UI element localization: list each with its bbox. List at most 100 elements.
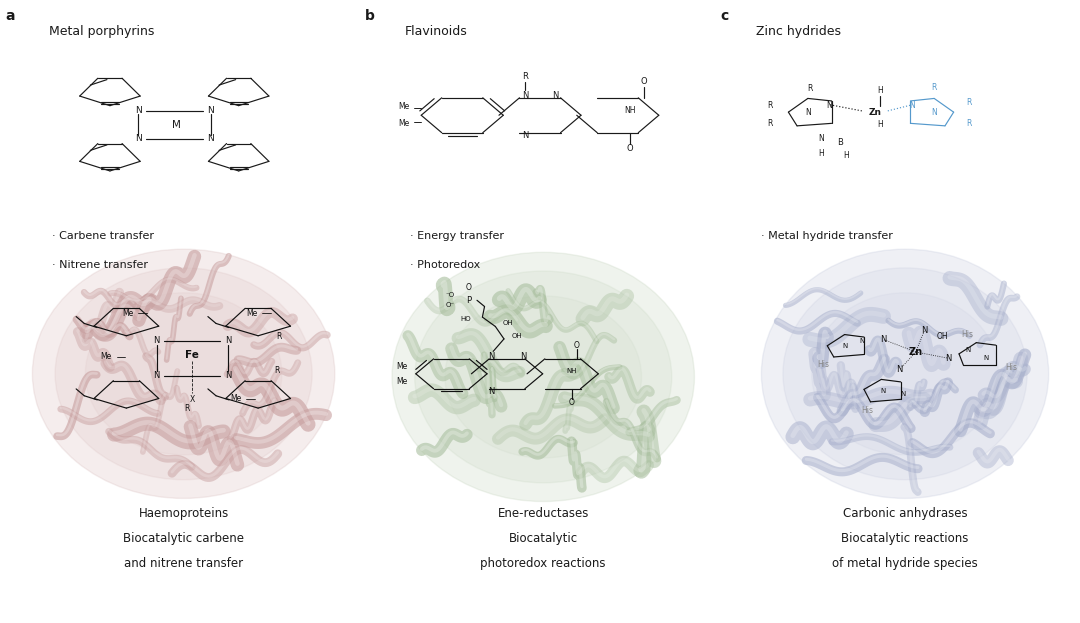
Text: R: R (522, 72, 528, 81)
Text: OH: OH (503, 320, 514, 326)
Text: H: H (877, 87, 883, 95)
Text: N: N (909, 102, 916, 110)
Text: N: N (818, 135, 824, 143)
Text: M: M (172, 120, 180, 130)
Text: OH: OH (937, 332, 948, 341)
Text: N: N (225, 371, 231, 380)
Text: N: N (896, 365, 903, 374)
Text: · Nitrene transfer: · Nitrene transfer (52, 260, 148, 270)
Text: Haemoproteins: Haemoproteins (138, 507, 229, 520)
Text: N: N (901, 391, 905, 397)
Text: O: O (626, 145, 633, 153)
Text: Me: Me (399, 120, 409, 128)
Text: H: H (842, 151, 849, 160)
Text: Biocatalytic reactions: Biocatalytic reactions (841, 532, 969, 545)
Text: Carbonic anhydrases: Carbonic anhydrases (842, 507, 968, 520)
Text: Metal porphyrins: Metal porphyrins (49, 25, 154, 38)
Text: O: O (573, 341, 580, 350)
Text: a: a (5, 9, 15, 23)
Text: R: R (276, 332, 281, 341)
Ellipse shape (85, 293, 282, 455)
Text: N: N (826, 102, 833, 110)
Text: N: N (207, 106, 214, 115)
Text: · Photoredox: · Photoredox (410, 260, 481, 270)
Text: N: N (135, 106, 141, 115)
Text: Fe: Fe (186, 350, 199, 360)
Ellipse shape (415, 271, 672, 483)
Text: R: R (768, 102, 772, 110)
Text: · Energy transfer: · Energy transfer (410, 231, 504, 240)
Text: N: N (945, 354, 951, 363)
Text: His: His (816, 360, 829, 369)
Text: Ene-reductases: Ene-reductases (498, 507, 589, 520)
Text: N: N (225, 336, 231, 345)
Text: Me: Me (396, 362, 407, 371)
Text: O: O (640, 77, 647, 86)
Text: N: N (931, 108, 937, 117)
Text: N: N (488, 352, 495, 361)
Text: R: R (967, 98, 971, 107)
Text: · Metal hydride transfer: · Metal hydride transfer (761, 231, 893, 240)
Text: N: N (805, 108, 811, 117)
Text: H: H (877, 120, 883, 129)
Text: OH: OH (512, 333, 523, 339)
Text: N: N (966, 347, 970, 353)
Text: · Carbene transfer: · Carbene transfer (52, 231, 153, 240)
Text: H: H (818, 149, 824, 158)
Text: N: N (880, 335, 887, 344)
Text: R: R (967, 119, 971, 128)
Text: c: c (720, 9, 729, 23)
Text: Biocatalytic: Biocatalytic (509, 532, 578, 545)
Text: B: B (837, 138, 843, 146)
Text: Me: Me (122, 309, 133, 318)
Ellipse shape (55, 268, 312, 480)
Text: His: His (861, 406, 874, 415)
Text: N: N (921, 326, 928, 335)
Text: Biocatalytic carbene: Biocatalytic carbene (123, 532, 244, 545)
Text: of metal hydride species: of metal hydride species (833, 557, 977, 570)
Text: Zinc hydrides: Zinc hydrides (756, 25, 841, 38)
Text: N: N (135, 134, 141, 143)
Ellipse shape (783, 268, 1027, 480)
Text: R: R (274, 366, 279, 375)
Text: N: N (522, 91, 528, 100)
Text: NH: NH (624, 105, 636, 115)
Text: P: P (465, 296, 471, 305)
Ellipse shape (445, 296, 642, 458)
Text: Me: Me (230, 394, 241, 403)
Text: Me: Me (246, 309, 257, 318)
Text: O: O (465, 283, 471, 292)
Text: Me: Me (399, 102, 409, 111)
Ellipse shape (812, 293, 998, 455)
Text: His: His (1004, 363, 1017, 372)
Text: N: N (153, 371, 160, 380)
Text: photoredox reactions: photoredox reactions (481, 557, 606, 570)
Text: N: N (488, 388, 495, 396)
Text: Me: Me (100, 353, 111, 361)
Text: Flavinoids: Flavinoids (405, 25, 468, 38)
Text: N: N (207, 134, 214, 143)
Text: Me: Me (396, 377, 407, 386)
Text: N: N (522, 131, 528, 140)
Text: X: X (190, 395, 194, 404)
Text: N: N (860, 338, 864, 344)
Text: ⁻O: ⁻O (445, 292, 455, 298)
Text: R: R (185, 404, 189, 412)
Text: R: R (768, 119, 772, 128)
Ellipse shape (761, 249, 1049, 498)
Text: O: O (569, 398, 575, 407)
Text: Zn: Zn (868, 108, 881, 117)
Text: N: N (153, 336, 160, 345)
Text: N: N (881, 388, 886, 394)
Ellipse shape (32, 249, 335, 498)
Text: N: N (519, 352, 526, 361)
Text: Zn: Zn (908, 347, 923, 357)
Text: NH: NH (566, 368, 577, 374)
Text: O⁻: O⁻ (445, 302, 455, 308)
Text: R: R (932, 83, 936, 92)
Text: His: His (961, 330, 974, 339)
Text: HO: HO (461, 316, 472, 322)
Text: N: N (984, 355, 988, 361)
Text: b: b (365, 9, 375, 23)
Ellipse shape (392, 252, 694, 502)
